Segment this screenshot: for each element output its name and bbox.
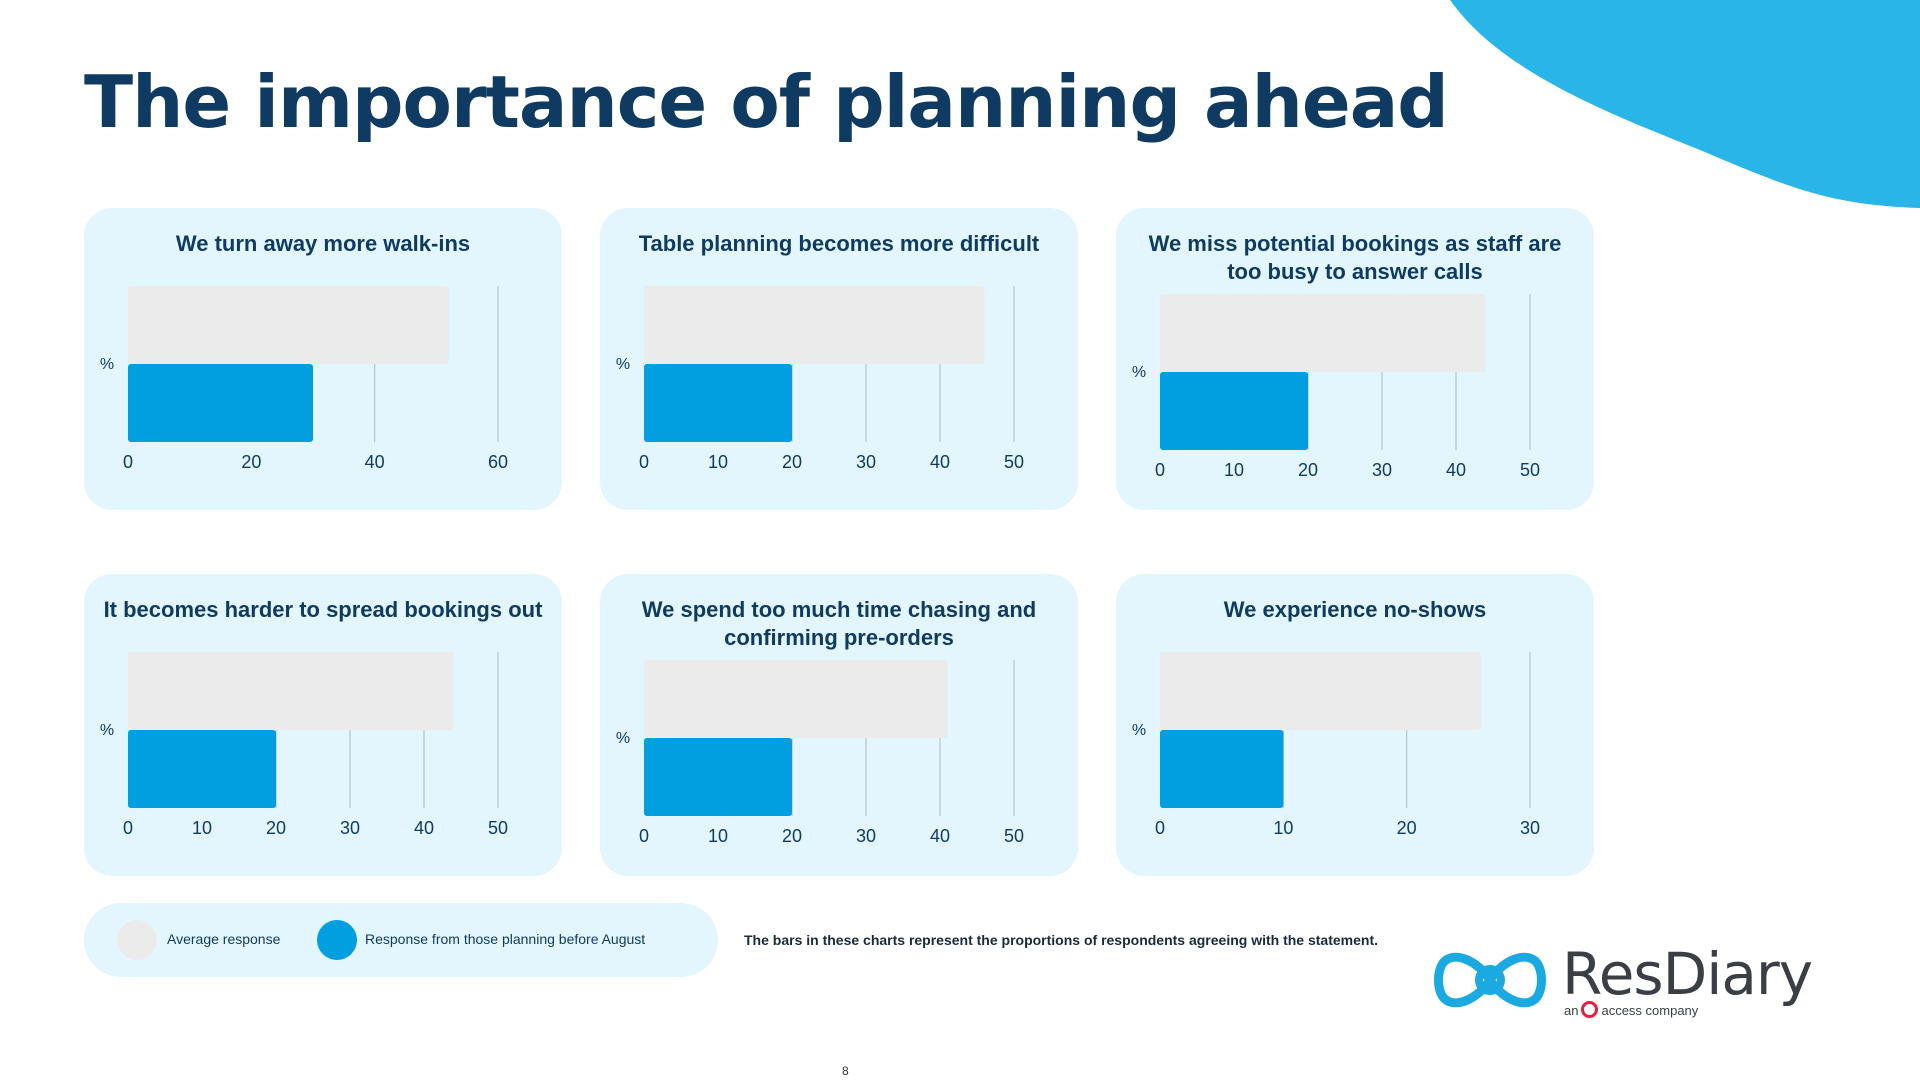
x-tick-label: 50: [1004, 826, 1024, 846]
x-tick-label: 20: [266, 818, 286, 838]
x-tick-label: 0: [639, 826, 649, 846]
x-tick-label: 50: [1004, 452, 1024, 472]
chart-title: We turn away more walk-ins: [175, 231, 471, 256]
logo-wordmark: ResDiary: [1562, 940, 1813, 1008]
x-tick-label: 50: [1520, 460, 1540, 480]
logo-tagline-prefix: an: [1564, 1003, 1579, 1018]
bar-average: [1160, 652, 1481, 730]
x-tick-label: 30: [1520, 818, 1540, 838]
bar-planner: [644, 364, 792, 442]
access-ring-icon: [1581, 1001, 1599, 1018]
logo-tagline-suffix: access company: [1601, 1003, 1699, 1018]
chart-card: We miss potential bookings as staff are …: [1116, 208, 1594, 510]
x-tick-label: 50: [488, 818, 508, 838]
bar-average: [128, 286, 449, 364]
chart-footnote: The bars in these charts represent the p…: [744, 932, 1379, 948]
chart-title: We experience no-shows: [1223, 597, 1487, 622]
x-tick-label: 10: [1273, 818, 1293, 838]
chart-card: It becomes harder to spread bookings out…: [84, 574, 562, 876]
chart-title: We spend too much time chasing and confi…: [641, 597, 1037, 650]
y-axis-label: %: [100, 722, 114, 739]
page-title: The importance of planning ahead: [84, 60, 1449, 144]
legend-swatch-average: [117, 920, 157, 960]
x-tick-label: 0: [639, 452, 649, 472]
x-tick-label: 40: [930, 452, 950, 472]
bar-chart: % 0 10 20 30 40 50: [1132, 294, 1540, 480]
x-tick-label: 0: [1155, 460, 1165, 480]
x-tick-label: 10: [1224, 460, 1244, 480]
resdiary-logo: ResDiary an access company: [1430, 940, 1813, 1020]
x-tick-label: 30: [340, 818, 360, 838]
x-tick-label: 40: [1446, 460, 1466, 480]
bar-average: [128, 652, 454, 730]
x-tick-label: 0: [123, 818, 133, 838]
legend-label-planner: Response from those planning before Augu…: [365, 931, 646, 947]
bar-chart: % 0 20 40 60: [100, 286, 508, 472]
x-tick-label: 10: [708, 826, 728, 846]
chart-card: We experience no-shows% 0 10 20 30: [1116, 574, 1594, 876]
x-tick-label: 20: [1397, 818, 1417, 838]
bar-chart: % 0 10 20 30 40 50: [616, 660, 1024, 846]
x-tick-label: 40: [930, 826, 950, 846]
chart-card: We turn away more walk-ins% 0 20 40 60: [84, 208, 562, 510]
x-tick-label: 10: [192, 818, 212, 838]
x-tick-label: 40: [414, 818, 434, 838]
y-axis-label: %: [1132, 364, 1146, 381]
x-tick-label: 30: [856, 452, 876, 472]
page-number: 8: [842, 1064, 849, 1078]
bar-planner: [128, 364, 313, 442]
bar-average: [1160, 294, 1486, 372]
x-tick-label: 20: [782, 826, 802, 846]
bar-chart: % 0 10 20 30 40 50: [100, 652, 508, 838]
x-tick-label: 0: [1155, 818, 1165, 838]
x-tick-label: 30: [1372, 460, 1392, 480]
bar-chart: % 0 10 20 30 40 50: [616, 286, 1024, 472]
chart-card: We spend too much time chasing and confi…: [600, 574, 1078, 876]
x-tick-label: 0: [123, 452, 133, 472]
legend-swatch-planner: [317, 920, 357, 960]
bar-average: [644, 660, 948, 738]
chart-title: Table planning becomes more difficult: [638, 231, 1040, 256]
logo-knot-icon: [1434, 952, 1546, 1008]
y-axis-label: %: [616, 356, 630, 373]
chart-legend: Average response Response from those pla…: [84, 903, 718, 977]
x-tick-label: 20: [782, 452, 802, 472]
legend-label-average: Average response: [167, 931, 281, 947]
x-tick-label: 10: [708, 452, 728, 472]
x-tick-label: 60: [488, 452, 508, 472]
x-tick-label: 30: [856, 826, 876, 846]
chart-card: Table planning becomes more difficult% 0 1…: [600, 208, 1078, 510]
y-axis-label: %: [1132, 722, 1146, 739]
chart-title: It becomes harder to spread bookings out: [103, 597, 543, 622]
x-tick-label: 20: [1298, 460, 1318, 480]
y-axis-label: %: [616, 730, 630, 747]
bar-planner: [128, 730, 276, 808]
bar-planner: [644, 738, 792, 816]
bar-planner: [1160, 372, 1308, 450]
x-tick-label: 20: [241, 452, 261, 472]
chart-title: We miss potential bookings as staff are …: [1148, 231, 1562, 284]
bar-chart: % 0 10 20 30: [1132, 652, 1540, 838]
bar-planner: [1160, 730, 1284, 808]
bar-average: [644, 286, 985, 364]
y-axis-label: %: [100, 356, 114, 373]
x-tick-label: 40: [365, 452, 385, 472]
logo-tagline: an access company: [1564, 1001, 1698, 1018]
